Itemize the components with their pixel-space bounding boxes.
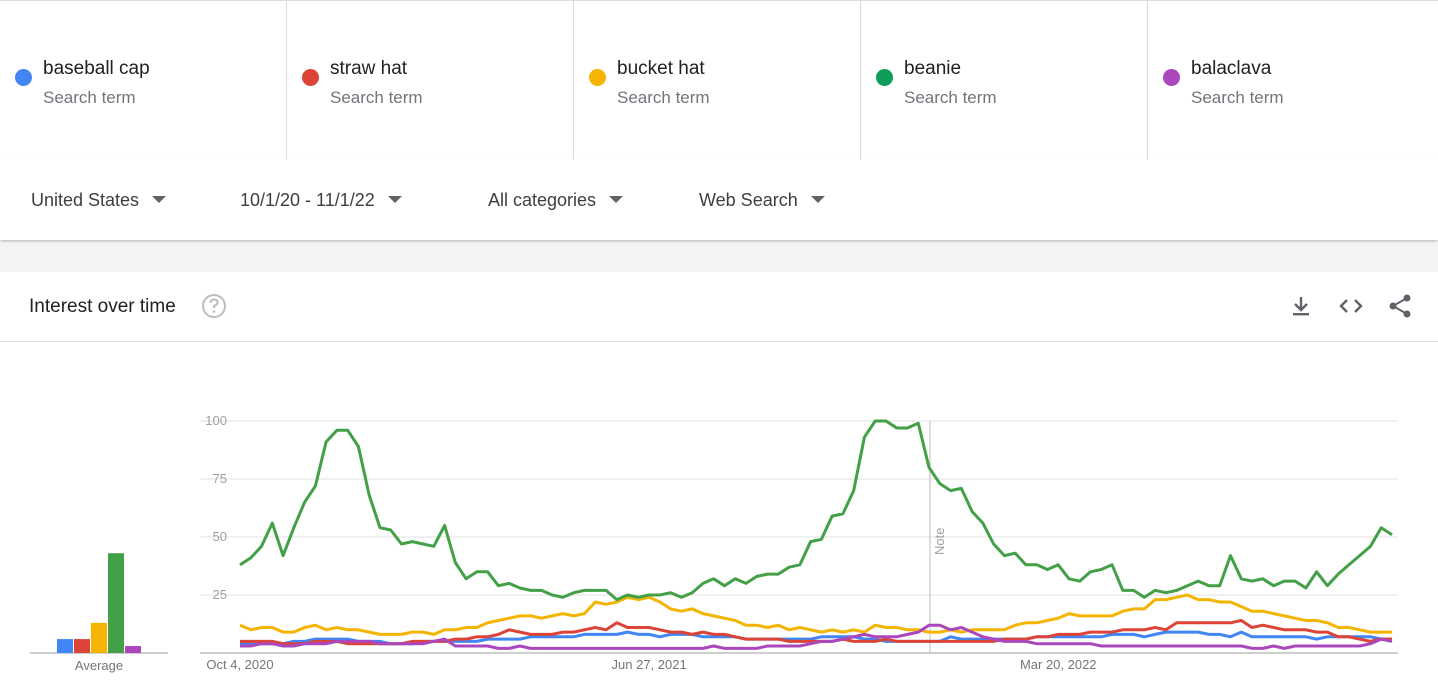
term-name: bucket hat: [617, 58, 705, 79]
dropdown-arrow: [387, 196, 402, 203]
average-bar: [91, 622, 107, 653]
y-tick-label: 25: [213, 587, 227, 602]
arrow-shape: [810, 196, 825, 203]
term-name: straw hat: [330, 58, 408, 79]
filter-label: Web Search: [699, 190, 798, 210]
term-subtitle: Search term: [617, 88, 710, 107]
term-dot: [302, 69, 319, 86]
arrow-shape: [152, 196, 167, 203]
series-line: [239, 593, 1392, 636]
term-subtitle: Search term: [43, 88, 136, 107]
panel-title: Interest over time: [29, 296, 176, 317]
filter-label: 10/1/20 - 11/1/22: [240, 190, 375, 210]
x-tick-label: Jun 27, 2021: [612, 657, 687, 672]
dropdown-arrow: [810, 196, 825, 203]
search-term-card[interactable]: straw hat Search term: [287, 1, 574, 160]
arrow-shape: [387, 196, 402, 203]
y-tick-label: 100: [205, 413, 227, 428]
note-label: Note: [932, 528, 947, 555]
filter-dropdown[interactable]: United States: [31, 190, 167, 211]
term-name: balaclava: [1191, 58, 1272, 79]
y-tick-label: 75: [213, 471, 227, 486]
dropdown-arrow: [152, 196, 167, 203]
series-line: [239, 419, 1393, 602]
average-bar: [74, 639, 90, 653]
filter-dropdown[interactable]: All categories: [488, 190, 624, 211]
term-subtitle: Search term: [330, 88, 423, 107]
dropdown-arrow: [609, 196, 624, 203]
share-icon[interactable]: [1388, 293, 1414, 319]
arrow-shape: [609, 196, 624, 203]
search-terms: baseball cap Search term straw hat Search t…: [0, 0, 1438, 161]
download-icon[interactable]: [1289, 294, 1313, 318]
filter-label: United States: [31, 190, 140, 210]
filter-bar: United States 10/1/20 - 11/1/22 All catego…: [0, 160, 1438, 240]
search-term-card[interactable]: balaclava Search term: [1148, 1, 1438, 160]
x-tick-label: Mar 20, 2022: [1020, 657, 1097, 672]
chart: 25 50 75 100 Oct 4, 2020 Jun 27, 2021 Mar 20, …: [30, 413, 1398, 673]
term-subtitle: Search term: [1191, 88, 1284, 107]
average-bar: [108, 553, 124, 653]
y-tick-label: 50: [213, 529, 227, 544]
x-tick-label: Oct 4, 2020: [206, 657, 273, 672]
search-term-card[interactable]: baseball cap Search term: [0, 1, 287, 160]
search-term-card[interactable]: bucket hat Search term: [574, 1, 861, 160]
separator: [0, 243, 1438, 272]
average-bar: [125, 646, 141, 653]
filter-label: All categories: [488, 190, 597, 210]
series-line: [240, 623, 1393, 650]
term-dot: [876, 69, 893, 86]
term-dot: [15, 69, 32, 86]
term-subtitle: Search term: [904, 88, 997, 107]
embed-icon[interactable]: [1338, 294, 1364, 318]
term-name: beanie: [904, 58, 962, 79]
panel-header: Interest over time: [0, 272, 1438, 342]
average-label: Average: [75, 658, 123, 673]
search-term-card[interactable]: beanie Search term: [861, 1, 1148, 160]
term-dot: [589, 69, 606, 86]
term-name: baseball cap: [43, 58, 150, 79]
filter-dropdown[interactable]: Web Search: [699, 190, 825, 211]
filter-dropdown[interactable]: 10/1/20 - 11/1/22: [240, 190, 402, 211]
average-bar: [57, 639, 73, 653]
help-icon[interactable]: [201, 293, 227, 319]
term-dot: [1163, 69, 1180, 86]
